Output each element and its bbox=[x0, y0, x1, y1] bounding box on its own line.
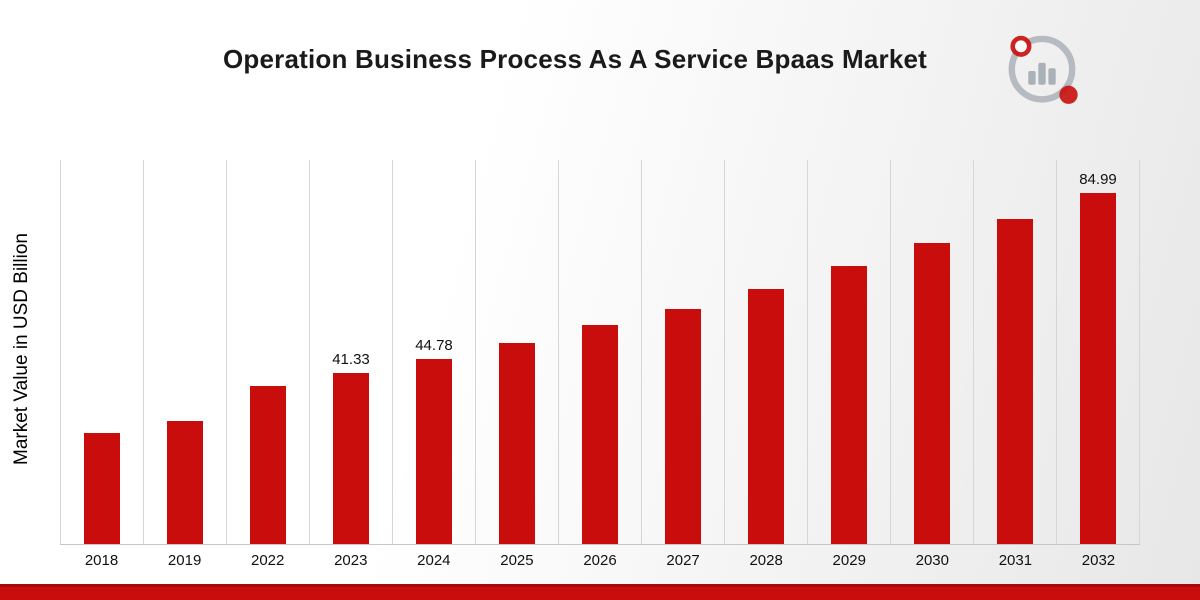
grid-slot bbox=[226, 160, 309, 544]
grid-slot: 84.99 bbox=[1056, 160, 1139, 544]
bar-2027 bbox=[665, 308, 701, 544]
bar-value-label: 44.78 bbox=[415, 337, 453, 355]
x-tick-label: 2030 bbox=[915, 552, 949, 569]
grid-slot bbox=[475, 160, 558, 544]
x-tick-label: 2029 bbox=[832, 552, 866, 569]
grid-slot bbox=[724, 160, 807, 544]
bar-2028 bbox=[748, 288, 784, 544]
y-axis-label: Market Value in USD Billion bbox=[11, 233, 32, 465]
x-tick-label: 2031 bbox=[998, 552, 1033, 569]
x-tick-label: 2026 bbox=[583, 552, 617, 569]
x-tick-label: 2025 bbox=[500, 552, 534, 569]
x-tick-label: 2024 bbox=[417, 552, 451, 569]
plot-area: 41.33 44.78 84.99 bbox=[60, 160, 1140, 545]
grid-slot bbox=[641, 160, 724, 544]
grid-slot bbox=[973, 160, 1056, 544]
bar-value-label: 41.33 bbox=[332, 351, 370, 369]
x-tick-label: 2018 bbox=[84, 552, 119, 569]
grid-slot: 41.33 bbox=[309, 160, 392, 544]
x-axis-ticks: 2018 2019 2022 2023 2024 2025 2026 2027 2028 2029… bbox=[60, 552, 1140, 569]
bar-value-label: 84.99 bbox=[1079, 171, 1117, 189]
footer-accent-bar bbox=[0, 584, 1200, 600]
x-tick-label: 2019 bbox=[167, 552, 202, 569]
bar-2024 bbox=[416, 359, 452, 544]
bar-2023 bbox=[333, 373, 369, 544]
bar-2032 bbox=[1080, 193, 1116, 544]
bar-2026 bbox=[582, 325, 618, 544]
bar-chart-logo-icon bbox=[1008, 35, 1078, 104]
grid-slot bbox=[558, 160, 641, 544]
page-title: Operation Business Process As A Service … bbox=[222, 44, 928, 74]
grid-slot bbox=[807, 160, 890, 544]
bar-2019 bbox=[167, 420, 203, 544]
grid-slot: 44.78 bbox=[392, 160, 475, 544]
grid-slot bbox=[143, 160, 226, 544]
bar-2025 bbox=[499, 343, 535, 544]
x-tick-label: 2022 bbox=[251, 552, 285, 569]
x-tick-label: 2023 bbox=[334, 552, 368, 569]
bar-2030 bbox=[914, 243, 950, 544]
bar-2018 bbox=[84, 433, 120, 544]
x-tick-label: 2028 bbox=[749, 552, 783, 569]
bar-2031 bbox=[997, 219, 1033, 544]
bar-2029 bbox=[831, 266, 867, 544]
x-tick-label: 2027 bbox=[666, 552, 700, 569]
grid-slot bbox=[60, 160, 143, 544]
x-tick-label: 2032 bbox=[1081, 552, 1116, 569]
chart-plot: 41.33 44.78 84.99 bbox=[60, 160, 1140, 545]
brand-logo bbox=[996, 28, 1088, 114]
bar-2022 bbox=[250, 386, 286, 544]
grid-slot bbox=[890, 160, 973, 544]
